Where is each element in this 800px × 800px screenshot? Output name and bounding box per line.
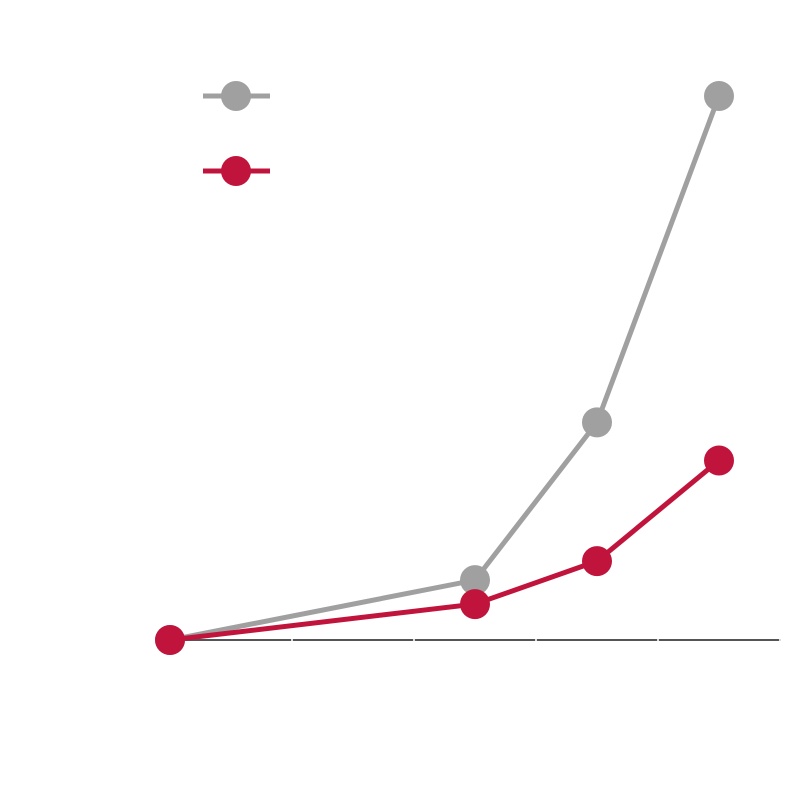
- series-marker: [460, 589, 490, 620]
- series-line: [169, 95, 722, 643]
- series-marker: [460, 565, 490, 596]
- legend-marker: [221, 81, 251, 111]
- legend-marker: [221, 156, 251, 186]
- series-marker: [582, 546, 612, 577]
- series-marker: [582, 407, 612, 438]
- series-marker: [155, 625, 185, 655]
- series-line: [169, 458, 721, 643]
- series-marker: [704, 81, 734, 111]
- series-marker: [704, 445, 734, 476]
